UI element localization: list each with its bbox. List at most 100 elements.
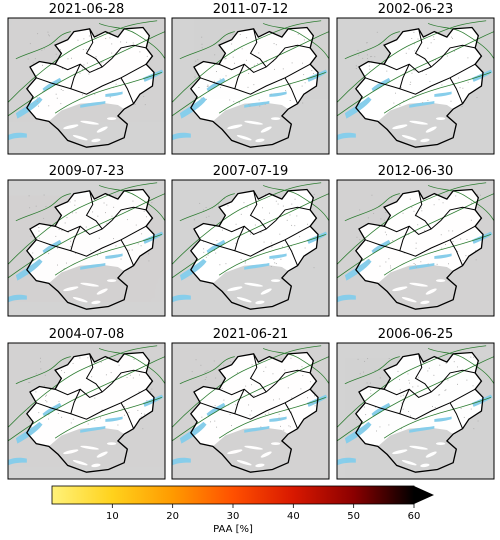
speckle bbox=[214, 54, 216, 56]
colorbar-tick-label: 20 bbox=[166, 511, 179, 522]
speckle bbox=[281, 246, 283, 248]
speckle bbox=[313, 193, 315, 195]
glacier-patch bbox=[227, 124, 243, 130]
speckle bbox=[290, 411, 292, 413]
panel-title: 2012-06-30 bbox=[378, 164, 454, 179]
lake bbox=[179, 421, 207, 444]
speckle bbox=[370, 389, 372, 391]
glacier-patch bbox=[420, 463, 430, 468]
speckle bbox=[29, 382, 31, 383]
speckle bbox=[202, 241, 204, 243]
speckle bbox=[427, 99, 429, 101]
district-border bbox=[121, 403, 134, 429]
speckle bbox=[463, 416, 465, 418]
speckle bbox=[58, 229, 60, 231]
glacier-patch bbox=[63, 449, 79, 455]
lake bbox=[105, 91, 123, 97]
speckle bbox=[260, 426, 262, 428]
speckle bbox=[105, 374, 107, 376]
speckle bbox=[60, 103, 62, 105]
speckle bbox=[272, 373, 274, 375]
map-panel: 2009-07-23 bbox=[7, 164, 166, 317]
glacier-patch bbox=[244, 445, 263, 450]
speckle bbox=[57, 413, 59, 414]
speckle bbox=[251, 364, 253, 366]
paa-hotspot bbox=[265, 281, 273, 286]
speckle bbox=[205, 98, 207, 100]
speckle bbox=[87, 357, 89, 359]
speckle bbox=[296, 215, 298, 217]
speckle bbox=[400, 86, 402, 88]
speckle bbox=[224, 197, 226, 199]
glacier-patch bbox=[435, 117, 446, 120]
speckle bbox=[146, 45, 148, 47]
speckle bbox=[263, 219, 265, 220]
district-border bbox=[285, 403, 298, 429]
speckle bbox=[435, 59, 436, 61]
speckle bbox=[88, 35, 90, 37]
speckle bbox=[58, 400, 60, 402]
speckle bbox=[425, 74, 427, 75]
colorbar-gradient bbox=[51, 485, 415, 505]
speckle bbox=[36, 97, 38, 99]
speckle bbox=[29, 207, 31, 209]
speckle bbox=[313, 73, 314, 75]
speckle bbox=[143, 95, 145, 97]
speckle bbox=[294, 198, 296, 200]
speckle bbox=[289, 214, 291, 216]
speckle bbox=[38, 227, 40, 229]
topo-contour bbox=[180, 357, 235, 384]
topo-contour bbox=[99, 23, 165, 58]
speckle bbox=[38, 105, 40, 107]
colorbar-tick-label: 50 bbox=[347, 511, 360, 522]
district-border bbox=[36, 226, 146, 256]
speckle bbox=[265, 366, 267, 368]
speckle bbox=[103, 202, 105, 204]
topo-contour bbox=[55, 234, 162, 275]
speckle bbox=[439, 364, 441, 366]
glacier-patch bbox=[106, 442, 117, 445]
speckle bbox=[393, 102, 395, 104]
speckle bbox=[370, 393, 372, 395]
speckle bbox=[304, 82, 306, 84]
speckle bbox=[128, 249, 130, 251]
glacier-patch bbox=[80, 282, 99, 287]
speckle bbox=[399, 104, 401, 106]
speckle bbox=[429, 81, 431, 82]
glacier-patch bbox=[106, 279, 117, 282]
speckle bbox=[193, 418, 195, 420]
speckle bbox=[358, 54, 360, 56]
speckle bbox=[388, 258, 390, 260]
speckle bbox=[355, 65, 357, 67]
speckle bbox=[246, 59, 247, 61]
speckle bbox=[94, 93, 96, 95]
speckle bbox=[106, 204, 108, 206]
speckle bbox=[48, 414, 50, 416]
speckle bbox=[113, 238, 115, 240]
lake bbox=[269, 253, 287, 259]
speckle bbox=[472, 385, 474, 387]
speckle bbox=[115, 194, 117, 196]
speckle bbox=[30, 426, 32, 428]
speckle bbox=[470, 356, 472, 358]
glacier-patch bbox=[255, 463, 265, 468]
region-outline bbox=[191, 190, 318, 310]
speckle bbox=[55, 235, 57, 237]
glacier-patch bbox=[72, 460, 88, 466]
speckle bbox=[273, 43, 275, 45]
speckle bbox=[195, 359, 197, 361]
speckle bbox=[408, 48, 410, 50]
speckle bbox=[240, 213, 242, 215]
panel-title: 2002-06-23 bbox=[378, 2, 454, 17]
district-border bbox=[71, 389, 80, 413]
glacier-patch bbox=[260, 451, 272, 458]
speckle bbox=[61, 68, 63, 70]
speckle bbox=[424, 230, 426, 232]
speckle bbox=[223, 364, 225, 366]
speckle bbox=[69, 201, 71, 203]
speckle bbox=[470, 202, 472, 204]
speckle bbox=[280, 258, 282, 260]
speckle bbox=[138, 391, 140, 393]
speckle bbox=[229, 99, 231, 101]
speckle bbox=[274, 262, 276, 264]
